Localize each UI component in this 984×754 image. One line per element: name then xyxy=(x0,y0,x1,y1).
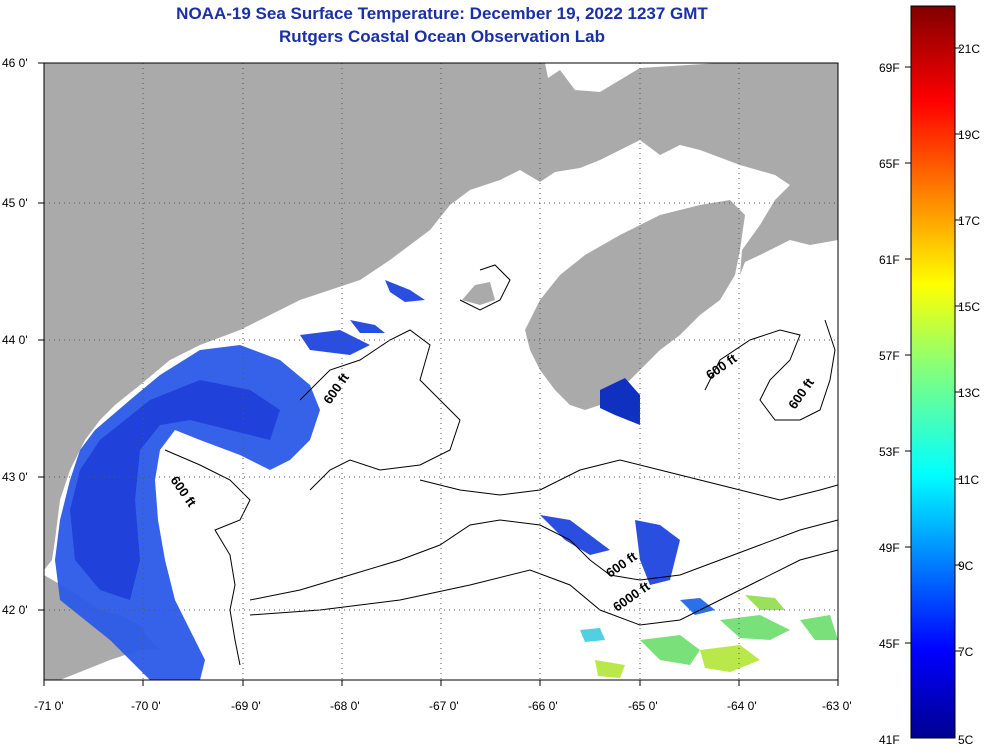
colorbar-c-label: 13C xyxy=(958,386,980,400)
colorbar-f-label: 41F xyxy=(879,733,900,747)
colorbar-f-label: 45F xyxy=(879,637,900,651)
map-plot-area[interactable]: 600 ft 600 ft 600 ft 600 ft 600 ft 6000 … xyxy=(43,62,839,681)
colorbar-f-label: 69F xyxy=(879,61,900,75)
y-tick-label: 42 0' xyxy=(2,603,28,617)
x-tick-label: -70 0' xyxy=(131,699,161,713)
contour-georges xyxy=(249,519,838,601)
axis-ticks xyxy=(38,62,839,686)
colorbar-f-label: 57F xyxy=(879,349,900,363)
y-tick-label: 46 0' xyxy=(2,56,28,70)
contour-600ft-north xyxy=(299,329,461,491)
sst-coastal-core xyxy=(70,380,280,600)
x-tick-label: -69 0' xyxy=(231,699,261,713)
colorbar-c-label: 17C xyxy=(958,214,980,228)
x-tick-label: -64 0' xyxy=(727,699,757,713)
sst-patch xyxy=(385,280,425,302)
sst-patch xyxy=(540,515,610,555)
sst-warm-patch xyxy=(745,595,785,610)
colorbar-c-label: 15C xyxy=(958,300,980,314)
x-tick-label: -71 0' xyxy=(34,699,64,713)
sst-warm-patch xyxy=(580,628,605,642)
contour-basin xyxy=(459,264,511,311)
colorbar-c-label: 9C xyxy=(958,559,974,573)
x-tick-label: -66 0' xyxy=(528,699,558,713)
colorbar-f-label: 61F xyxy=(879,253,900,267)
land-nova-scotia xyxy=(525,200,745,410)
colorbar-c-label: 7C xyxy=(958,645,974,659)
sst-warm-patch xyxy=(595,660,625,678)
y-tick-label: 44 0' xyxy=(2,333,28,347)
contour-shelf xyxy=(249,549,838,626)
contour-600ft-west xyxy=(164,449,251,666)
colorbar-f-label: 53F xyxy=(879,445,900,459)
x-tick-label: -68 0' xyxy=(330,699,360,713)
sst-warm-patch xyxy=(640,635,700,665)
y-tick-label: 43 0' xyxy=(2,470,28,484)
land-island xyxy=(462,282,495,305)
sst-patch xyxy=(300,330,370,355)
sst-patch xyxy=(680,598,715,615)
x-tick-label: -67 0' xyxy=(429,699,459,713)
colorbar-c-label: 21C xyxy=(958,42,980,56)
colorbar-c-label: 11C xyxy=(958,473,979,487)
sst-warm-patch xyxy=(720,615,790,640)
colorbar-gradient xyxy=(910,5,956,739)
contour-scotian xyxy=(704,319,836,421)
sst-warm-patch xyxy=(700,645,760,672)
sst-patch xyxy=(600,378,640,425)
contour-bank xyxy=(419,459,838,501)
land-mainland xyxy=(44,63,838,570)
x-tick-label: -65 0' xyxy=(628,699,658,713)
y-tick-label: 45 0' xyxy=(2,196,28,210)
sst-patch xyxy=(350,320,385,333)
sst-warm-patch xyxy=(800,615,838,640)
colorbar: 69F 65F 61F 57F 53F 49F 45F 41F 21C 19C … xyxy=(879,5,980,747)
map-subtitle: Rutgers Coastal Ocean Observation Lab xyxy=(279,27,605,46)
map-title: NOAA-19 Sea Surface Temperature: Decembe… xyxy=(176,4,708,23)
x-tick-label: -63 0' xyxy=(822,699,852,713)
colorbar-f-label: 49F xyxy=(879,541,900,555)
sst-patch xyxy=(635,520,680,585)
colorbar-f-label: 65F xyxy=(879,157,900,171)
colorbar-c-label: 5C xyxy=(958,733,974,747)
colorbar-c-label: 19C xyxy=(958,128,980,142)
